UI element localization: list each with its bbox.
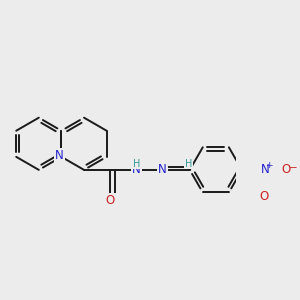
Text: O: O — [281, 164, 291, 176]
Text: N: N — [55, 149, 64, 162]
Text: −: − — [289, 163, 298, 173]
Text: O: O — [106, 194, 115, 207]
Text: H: H — [185, 159, 192, 169]
Text: N: N — [261, 164, 270, 176]
Text: N: N — [158, 164, 167, 176]
Text: O: O — [260, 190, 269, 203]
Text: H: H — [133, 159, 140, 169]
Text: +: + — [265, 161, 272, 170]
Text: N: N — [132, 164, 141, 176]
